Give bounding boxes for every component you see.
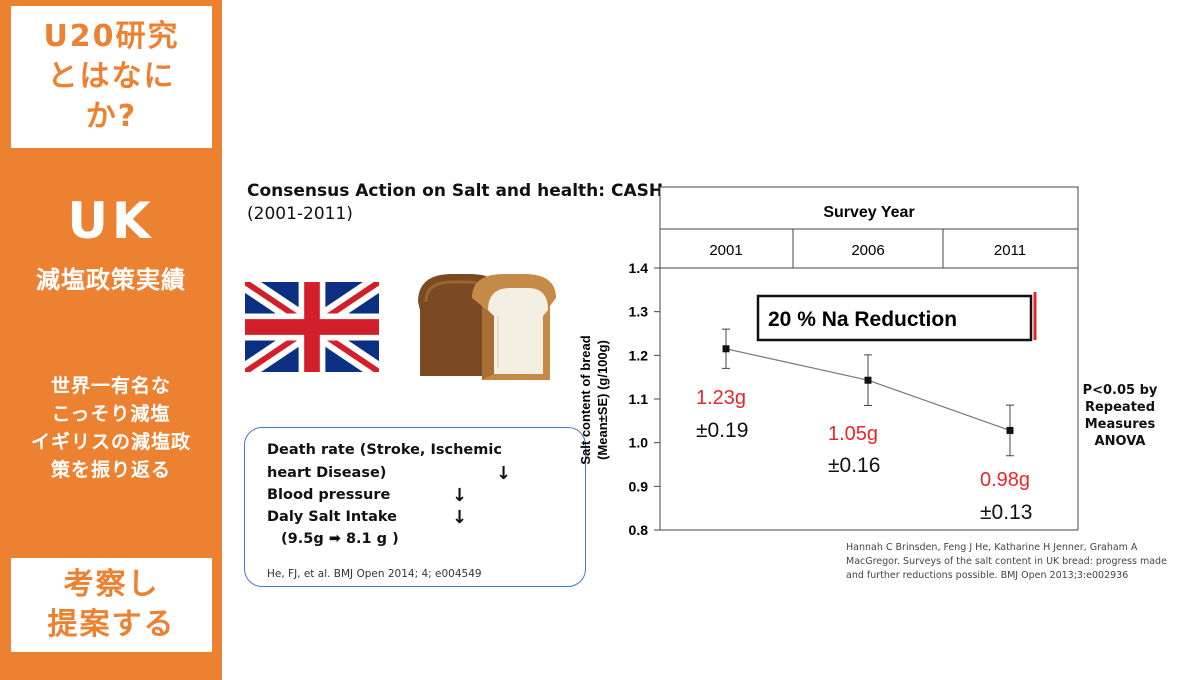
- cash-years: (2001-2011): [247, 204, 353, 224]
- category-label: 2001: [709, 242, 742, 259]
- y-tick-label: 1.0: [629, 435, 649, 451]
- down-arrow-icon: ↓: [452, 507, 468, 528]
- nav-box-proposal[interactable]: 考察し 提案する: [11, 558, 212, 652]
- data-label-se: ±0.13: [980, 501, 1032, 524]
- y-tick-group: 0.8 0.9 1.0 1.1 1.2 1.3 1.4: [629, 260, 660, 538]
- y-tick-label: 1.1: [629, 391, 649, 407]
- annotation-box: [756, 294, 1033, 342]
- section-description: 世界一有名な こっそり減塩 イギリスの減塩政 策を振り返る: [30, 375, 191, 481]
- data-point: [722, 345, 730, 353]
- y-axis-label-line2: (Mean±SE) (g/100g): [595, 340, 610, 460]
- info-line-salt-values: (9.5g ➡ 8.1 g ): [281, 531, 399, 547]
- chart-header-table: [659, 186, 1079, 269]
- data-point: [864, 376, 872, 384]
- cash-title: Consensus Action on Salt and health: CAS…: [247, 181, 664, 201]
- section-subtitle: 減塩政策実績: [36, 266, 186, 294]
- data-label-value: 1.05g: [828, 423, 878, 445]
- y-axis-label-line1: Salt content of bread: [578, 335, 593, 464]
- annotation-text: 20 % Na Reduction: [768, 308, 957, 331]
- nav-box-u20-research[interactable]: U20研究 とはなに か?: [11, 6, 212, 148]
- section-title-uk: UK: [67, 192, 155, 250]
- category-label: 2011: [994, 242, 1026, 259]
- y-tick-label: 0.9: [629, 478, 649, 494]
- y-tick-label: 1.2: [629, 347, 649, 363]
- info-reference: He, FJ, et al. BMJ Open 2014; 4; e004549: [267, 568, 482, 580]
- sidebar: U20研究 とはなに か? UK 減塩政策実績 世界一有名な こっそり減塩 イギ…: [0, 0, 222, 680]
- bread-image: [418, 274, 556, 380]
- data-label-value: 1.23g: [696, 387, 746, 409]
- info-line-salt-intake: Daly Salt Intake: [267, 509, 397, 525]
- y-tick-label: 1.4: [629, 260, 649, 276]
- nav-box-u20-label: U20研究 とはなに か?: [43, 19, 180, 134]
- uk-flag-image: [245, 282, 379, 372]
- citation: Hannah C Brinsden, Feng J He, Katharine …: [846, 542, 1167, 581]
- down-arrow-icon: ↓: [452, 485, 468, 506]
- data-label-se: ±0.19: [696, 419, 748, 442]
- category-label: 2006: [851, 242, 884, 259]
- info-line-heart-disease: heart Disease): [267, 465, 387, 481]
- y-tick-label: 1.3: [629, 304, 649, 320]
- anova-note: P<0.05 by Repeated Measures ANOVA: [1082, 383, 1158, 449]
- info-box: Death rate (Stroke, Ischemic heart Disea…: [244, 427, 586, 587]
- nav-box-proposal-label: 考察し 提案する: [47, 567, 176, 642]
- data-label-se: ±0.16: [828, 454, 880, 477]
- salt-content-chart: Survey Year 2001 2006 2011 0.8 0.9 1.0 1.1 1…: [578, 186, 1079, 538]
- data-label-value: 0.98g: [980, 469, 1030, 491]
- down-arrow-icon: ↓: [496, 463, 512, 484]
- y-tick-label: 0.8: [629, 522, 649, 538]
- info-line-death-rate: Death rate (Stroke, Ischemic: [267, 442, 502, 458]
- y-axis-label: Salt content of bread (Mean±SE) (g/100g): [578, 335, 610, 464]
- data-point: [1006, 426, 1014, 434]
- info-line-blood-pressure: Blood pressure: [267, 487, 391, 503]
- chart-header-title: Survey Year: [823, 204, 914, 221]
- data-series: [722, 328, 1014, 457]
